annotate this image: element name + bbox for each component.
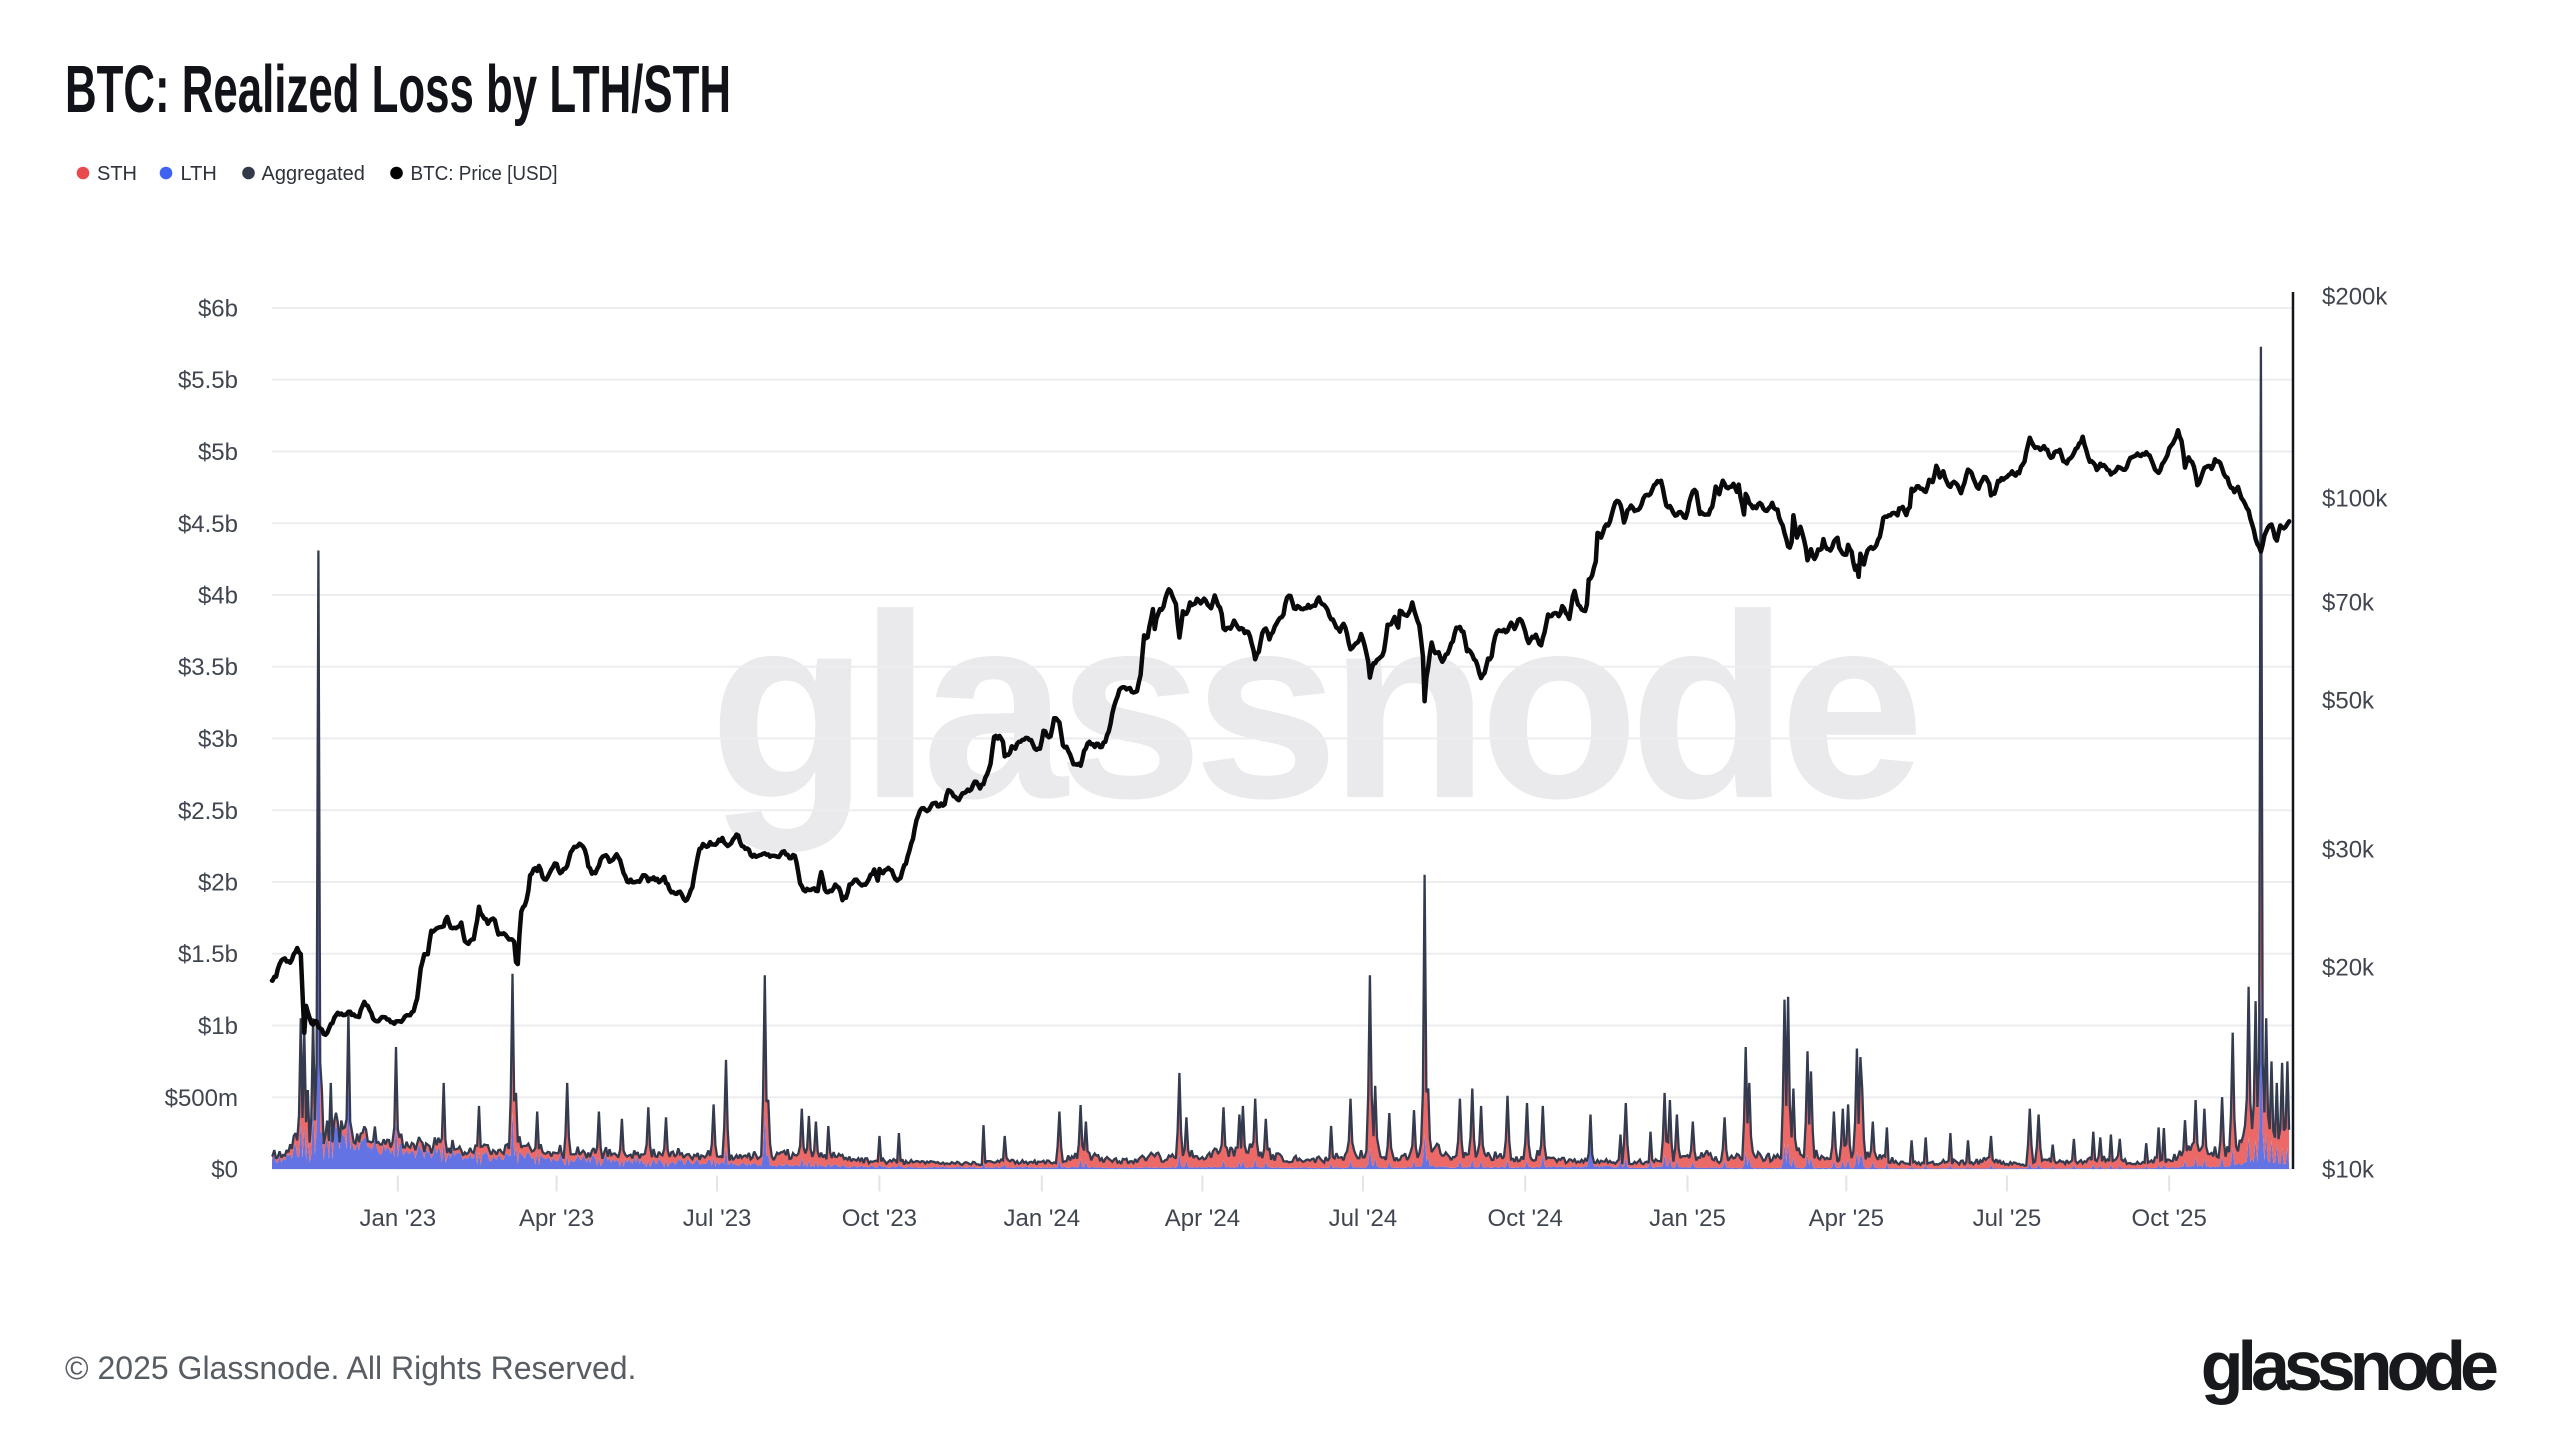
svg-text:Oct '25: Oct '25 bbox=[2132, 1205, 2207, 1232]
svg-text:STH: STH bbox=[97, 163, 137, 185]
svg-text:Apr '25: Apr '25 bbox=[1809, 1205, 1884, 1232]
svg-text:$30k: $30k bbox=[2322, 836, 2375, 863]
svg-text:Apr '24: Apr '24 bbox=[1165, 1205, 1240, 1232]
svg-text:$500m: $500m bbox=[165, 1085, 238, 1112]
svg-text:Oct '23: Oct '23 bbox=[842, 1205, 917, 1232]
svg-text:glassnode: glassnode bbox=[709, 560, 1918, 854]
svg-text:$20k: $20k bbox=[2322, 955, 2375, 982]
svg-text:$2b: $2b bbox=[198, 870, 238, 897]
svg-text:BTC: Realized Loss by LTH/STH: BTC: Realized Loss by LTH/STH bbox=[65, 52, 731, 127]
svg-text:Jul '24: Jul '24 bbox=[1329, 1205, 1398, 1232]
svg-text:$10k: $10k bbox=[2322, 1157, 2375, 1184]
svg-text:$2.5b: $2.5b bbox=[178, 798, 238, 825]
svg-text:$5b: $5b bbox=[198, 439, 238, 466]
svg-text:glassnode: glassnode bbox=[2201, 1327, 2497, 1405]
svg-text:LTH: LTH bbox=[181, 163, 217, 185]
svg-text:Aggregated: Aggregated bbox=[262, 163, 365, 185]
svg-text:$1.5b: $1.5b bbox=[178, 941, 238, 968]
svg-text:$3.5b: $3.5b bbox=[178, 654, 238, 681]
svg-text:© 2025 Glassnode. All Rights R: © 2025 Glassnode. All Rights Reserved. bbox=[65, 1350, 636, 1386]
svg-text:$5.5b: $5.5b bbox=[178, 367, 238, 394]
svg-text:Jan '24: Jan '24 bbox=[1003, 1205, 1080, 1232]
svg-text:Jul '25: Jul '25 bbox=[1973, 1205, 2042, 1232]
svg-text:Jul '23: Jul '23 bbox=[683, 1205, 752, 1232]
svg-text:Oct '24: Oct '24 bbox=[1488, 1205, 1563, 1232]
svg-text:$200k: $200k bbox=[2322, 284, 2388, 311]
svg-text:$50k: $50k bbox=[2322, 688, 2375, 715]
svg-text:$1b: $1b bbox=[198, 1013, 238, 1040]
svg-text:$70k: $70k bbox=[2322, 589, 2375, 616]
svg-text:$6b: $6b bbox=[198, 296, 238, 323]
svg-text:BTC: Price [USD]: BTC: Price [USD] bbox=[411, 163, 558, 185]
svg-text:Apr '23: Apr '23 bbox=[519, 1205, 594, 1232]
svg-text:Jan '25: Jan '25 bbox=[1649, 1205, 1726, 1232]
svg-text:$4.5b: $4.5b bbox=[178, 511, 238, 538]
svg-text:$3b: $3b bbox=[198, 726, 238, 753]
svg-text:$100k: $100k bbox=[2322, 486, 2388, 513]
svg-text:Jan '23: Jan '23 bbox=[359, 1205, 436, 1232]
svg-text:$4b: $4b bbox=[198, 583, 238, 610]
svg-text:$0: $0 bbox=[211, 1157, 238, 1184]
